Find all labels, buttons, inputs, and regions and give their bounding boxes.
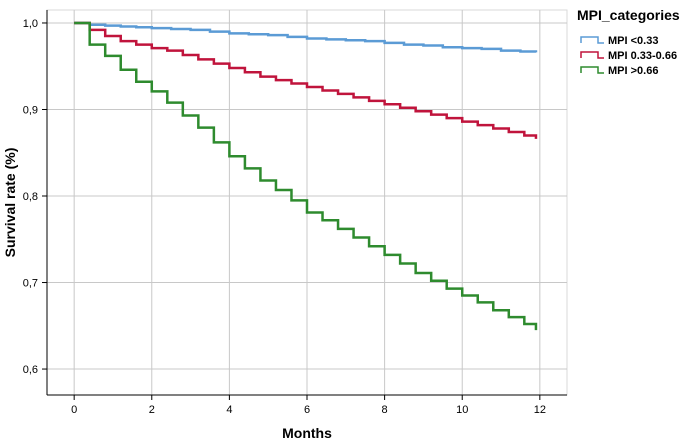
y-tick-label: 0,7	[23, 278, 38, 290]
y-tick-label: 0,6	[23, 364, 38, 376]
x-tick-label: 2	[149, 404, 155, 416]
legend-label: MPI >0.66	[608, 65, 658, 77]
y-tick-label: 0,8	[23, 191, 38, 203]
legend-swatch	[580, 36, 604, 44]
legend-title: MPI_categories	[577, 7, 680, 23]
y-tick-label: 0,9	[23, 104, 38, 116]
legend-label: MPI <0.33	[608, 35, 658, 47]
series-lines	[74, 21, 538, 331]
y-tick-label: 1,0	[23, 18, 38, 30]
x-tick-label: 0	[71, 404, 77, 416]
series-line-3	[74, 21, 538, 331]
x-tick-label: 10	[456, 404, 468, 416]
series-line-1	[74, 21, 538, 53]
y-axis-title: Survival rate (%)	[2, 148, 18, 258]
x-tick-label: 6	[304, 404, 310, 416]
x-tick-label: 8	[382, 404, 388, 416]
x-axis-title: Months	[282, 425, 332, 441]
legend: MPI_categories MPI <0.33 MPI 0.33-0.66 MPI…	[577, 7, 680, 77]
legend-label: MPI 0.33-0.66	[608, 50, 677, 62]
legend-swatch	[580, 66, 604, 74]
axes: 0 2 4 6 8 10 12 0,6 0,7 0,8 0,9 1,0	[23, 10, 567, 416]
series-line-2	[74, 21, 538, 139]
legend-swatch	[580, 51, 604, 59]
x-tick-label: 4	[226, 404, 232, 416]
x-tick-label: 12	[534, 404, 546, 416]
